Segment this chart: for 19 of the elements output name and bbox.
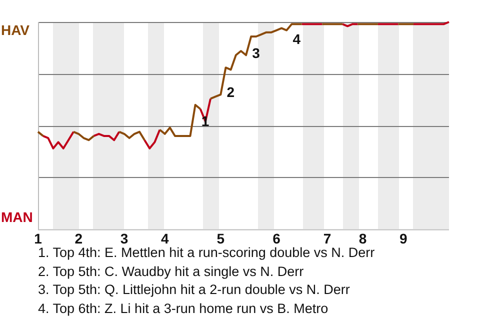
- text: MAN: [1, 209, 33, 226]
- text: 3. Top 5th: Q. Littlejohn hit a 2-run double vs N. Derr: [38, 281, 351, 299]
- x-tick-label: 6: [272, 230, 281, 246]
- x-tick-label: 2: [74, 230, 83, 246]
- x-tick-label: 4: [160, 230, 169, 246]
- annotation: 3: [252, 45, 260, 62]
- x-tick-label: 3: [120, 230, 128, 246]
- x-tick-label: 5: [216, 230, 225, 246]
- x-tick-label: 7: [323, 230, 332, 246]
- x-tick-label: 8: [358, 230, 367, 246]
- text: HAV: [1, 22, 30, 38]
- annotation: 1: [201, 113, 210, 130]
- x-tick-label: 1: [34, 230, 42, 246]
- annotation: 2: [226, 84, 235, 100]
- annotation: 4: [292, 30, 300, 47]
- text: 4. Top 6th: Z. Li hit a 3-run home run vs B. Metro: [38, 300, 330, 318]
- text: 2. Top 5th: C. Waudby hit a single vs N. Derr: [38, 262, 305, 281]
- text: 1. Top 4th: E. Mettlen hit a run-scoring double vs N. Derr: [38, 244, 375, 262]
- x-tick-label: 9: [399, 230, 408, 246]
